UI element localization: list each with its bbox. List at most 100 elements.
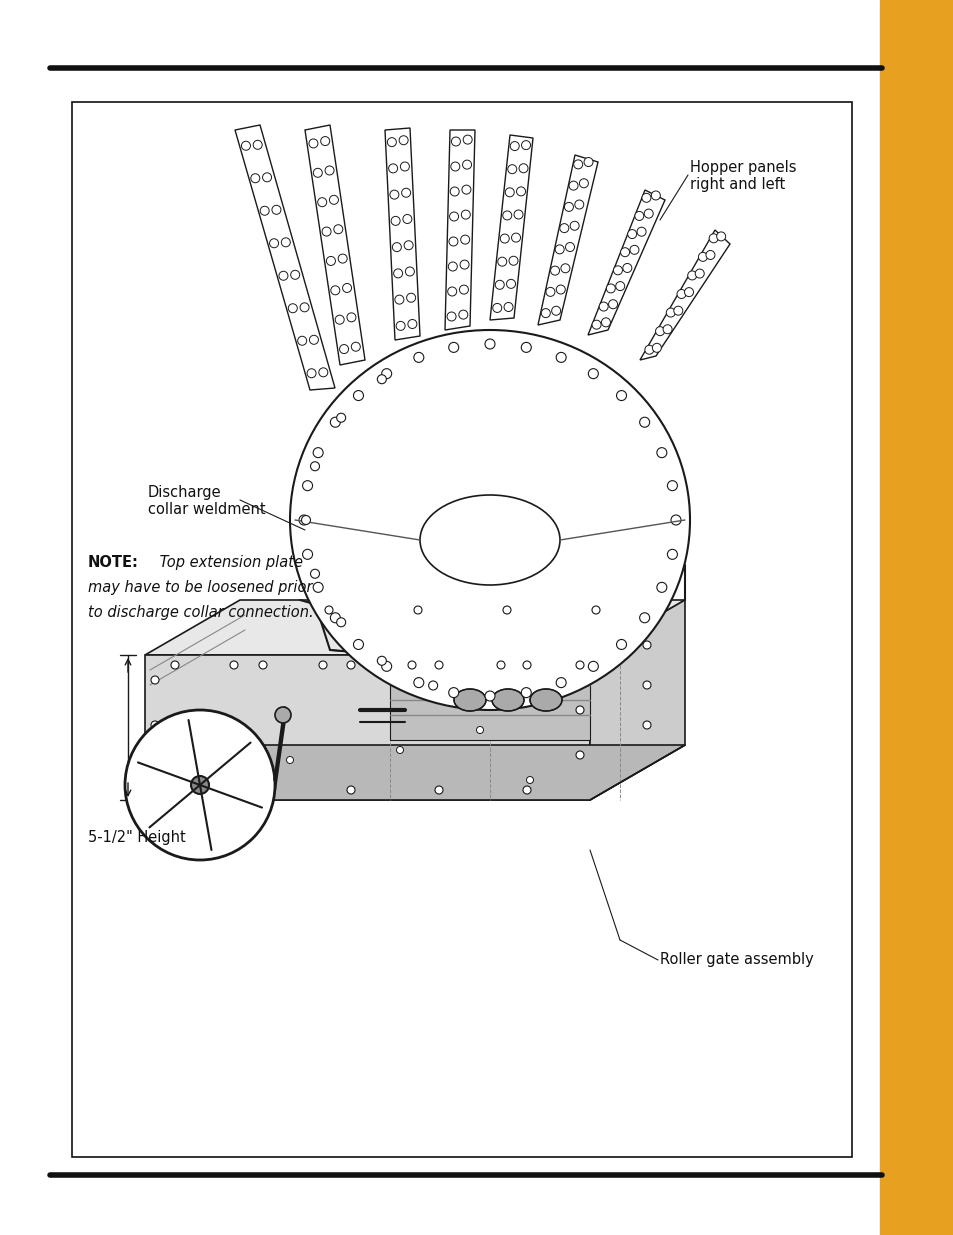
Circle shape [320,137,330,146]
Circle shape [251,174,259,183]
Circle shape [637,227,645,236]
Polygon shape [145,745,684,800]
Circle shape [459,285,468,294]
Circle shape [608,300,617,309]
Circle shape [390,190,398,199]
Circle shape [655,326,664,336]
Polygon shape [444,130,475,330]
Circle shape [278,272,288,280]
Circle shape [151,766,159,774]
Circle shape [262,173,272,182]
Circle shape [687,270,696,280]
Circle shape [322,227,331,236]
Bar [71,103,851,1157]
Circle shape [151,721,159,729]
Circle shape [522,661,531,669]
Circle shape [574,200,583,209]
Circle shape [564,203,573,211]
Circle shape [652,343,660,352]
Circle shape [310,462,319,471]
Circle shape [556,285,565,294]
Circle shape [404,241,413,249]
Circle shape [347,661,355,669]
Circle shape [516,186,525,196]
Circle shape [462,161,471,169]
Circle shape [451,162,459,170]
Circle shape [555,245,563,254]
Circle shape [300,303,309,311]
Circle shape [347,785,355,794]
Circle shape [297,336,306,346]
Polygon shape [145,600,684,655]
Circle shape [435,785,442,794]
Circle shape [657,447,666,458]
Circle shape [588,661,598,672]
Circle shape [570,221,578,230]
Circle shape [291,270,299,279]
Text: may have to be loosened prior: may have to be loosened prior [88,580,313,595]
Circle shape [351,342,360,351]
Text: Roller gate assembly: Roller gate assembly [659,952,813,967]
Polygon shape [145,655,589,800]
Circle shape [125,710,274,860]
Circle shape [272,205,280,215]
Circle shape [522,785,531,794]
Circle shape [395,295,403,304]
Circle shape [639,417,649,427]
Circle shape [288,304,297,312]
Circle shape [406,293,416,303]
Circle shape [559,224,568,232]
Text: 5-1/2" Height: 5-1/2" Height [88,830,186,845]
Circle shape [514,210,522,219]
Circle shape [435,661,442,669]
Circle shape [576,706,583,714]
Circle shape [576,751,583,760]
Circle shape [615,282,624,290]
Circle shape [497,661,504,669]
Circle shape [339,345,348,353]
Polygon shape [589,600,684,800]
Circle shape [592,606,599,614]
Circle shape [401,188,410,198]
Circle shape [392,242,401,252]
Ellipse shape [492,689,523,711]
Circle shape [598,303,608,311]
Circle shape [506,279,515,289]
Circle shape [583,158,593,167]
Circle shape [325,606,333,614]
Bar [879,0,953,1235]
Circle shape [402,215,412,224]
Circle shape [667,480,677,490]
Circle shape [484,692,495,701]
Circle shape [641,194,650,203]
Circle shape [520,688,531,698]
Circle shape [398,136,408,144]
Circle shape [662,325,671,333]
Circle shape [449,212,458,221]
Circle shape [302,480,313,490]
Circle shape [394,269,402,278]
Circle shape [551,306,560,315]
Polygon shape [537,156,598,325]
Circle shape [253,141,262,149]
Circle shape [461,185,471,194]
Circle shape [503,303,513,311]
Circle shape [313,583,323,593]
Circle shape [337,254,347,263]
Text: Hopper panels
right and left: Hopper panels right and left [689,161,796,193]
Ellipse shape [454,689,485,711]
Text: to discharge collar connection.: to discharge collar connection. [88,605,314,620]
Circle shape [576,661,583,669]
Circle shape [460,235,469,245]
Circle shape [667,550,677,559]
Circle shape [588,369,598,379]
Circle shape [657,583,666,593]
Circle shape [639,613,649,622]
Circle shape [330,417,340,427]
Circle shape [499,235,509,243]
Circle shape [450,186,458,196]
Circle shape [511,233,520,242]
Circle shape [619,248,629,257]
Circle shape [258,785,267,794]
Circle shape [230,661,237,669]
